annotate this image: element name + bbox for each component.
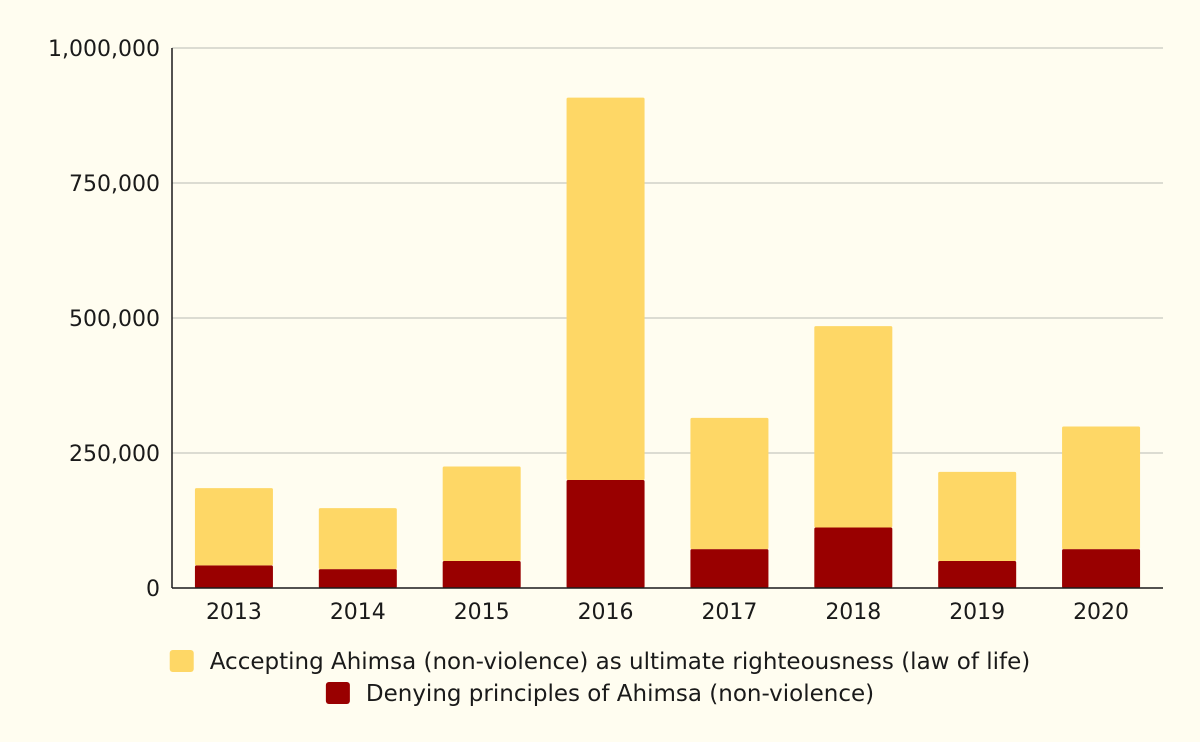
legend-swatch bbox=[325, 682, 350, 704]
y-tick-label: 750,000 bbox=[69, 172, 160, 197]
bar-accepting-2013[interactable] bbox=[194, 488, 273, 566]
bar-denying-2013[interactable] bbox=[194, 565, 273, 588]
legend-item-accepting[interactable]: Accepting Ahimsa (non-violence) as ultim… bbox=[169, 649, 1031, 675]
bar-accepting-2016[interactable] bbox=[566, 97, 645, 481]
y-tick-label: 0 bbox=[146, 577, 160, 602]
x-tick-label: 2018 bbox=[825, 600, 881, 625]
legend-swatch bbox=[169, 650, 194, 672]
bar-denying-2014[interactable] bbox=[318, 569, 397, 588]
bar-denying-2019[interactable] bbox=[938, 561, 1017, 588]
bar-accepting-2014[interactable] bbox=[318, 508, 397, 570]
bar-accepting-2018[interactable] bbox=[814, 326, 893, 528]
y-tick-label: 1,000,000 bbox=[48, 37, 160, 62]
bar-denying-2018[interactable] bbox=[814, 527, 893, 588]
x-tick-label: 2017 bbox=[701, 600, 757, 625]
legend-label: Denying principles of Ahimsa (non-violen… bbox=[366, 681, 874, 707]
bar-accepting-2019[interactable] bbox=[938, 471, 1017, 561]
bar-denying-2020[interactable] bbox=[1062, 549, 1141, 588]
y-tick-label: 250,000 bbox=[69, 442, 160, 467]
x-tick-label: 2016 bbox=[578, 600, 634, 625]
bar-accepting-2017[interactable] bbox=[690, 417, 769, 550]
x-tick-label: 2015 bbox=[454, 600, 510, 625]
bar-denying-2015[interactable] bbox=[442, 561, 521, 588]
x-tick-label: 2020 bbox=[1073, 600, 1129, 625]
x-tick-label: 2014 bbox=[330, 600, 386, 625]
bar-accepting-2015[interactable] bbox=[442, 466, 521, 562]
legend-item-denying[interactable]: Denying principles of Ahimsa (non-violen… bbox=[325, 681, 874, 707]
bar-denying-2017[interactable] bbox=[690, 549, 769, 588]
bar-accepting-2020[interactable] bbox=[1062, 426, 1141, 550]
x-tick-label: 2013 bbox=[206, 600, 262, 625]
x-tick-label: 2019 bbox=[949, 600, 1005, 625]
y-tick-label: 500,000 bbox=[69, 307, 160, 332]
bar-denying-2016[interactable] bbox=[566, 480, 645, 588]
legend-label: Accepting Ahimsa (non-violence) as ultim… bbox=[210, 649, 1031, 675]
